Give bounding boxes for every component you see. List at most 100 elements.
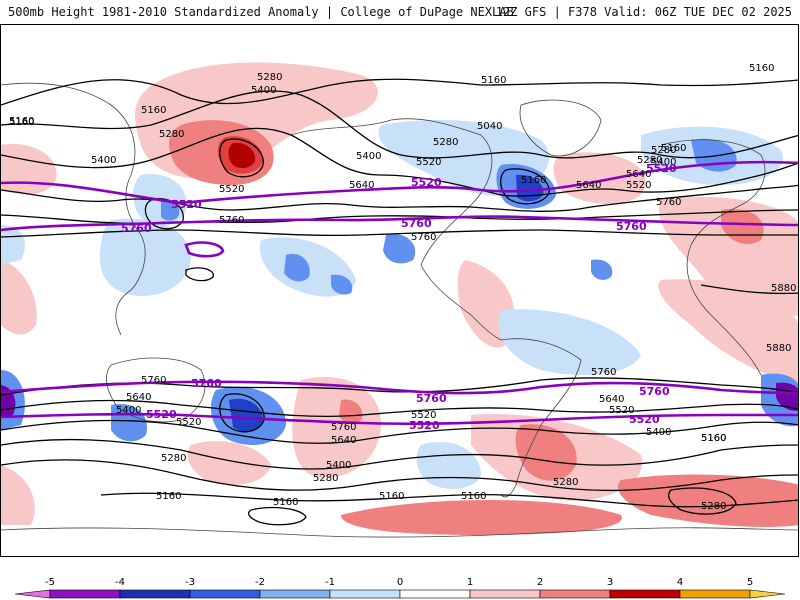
colorbar-segment xyxy=(329,589,401,599)
anomaly-negative-region xyxy=(416,441,481,489)
anomaly-negative-region xyxy=(1,225,25,265)
contour-label: 5280 xyxy=(159,129,184,140)
contour-label: 5280 xyxy=(637,155,662,166)
colorbar-tick-label: -1 xyxy=(325,577,335,588)
coastline-greenland xyxy=(519,99,602,157)
colorbar-tick-label: -5 xyxy=(45,577,55,588)
contour-label: 5640 xyxy=(349,180,374,191)
contour-label: 5160 xyxy=(141,105,166,116)
contour-label-highlight: 5520 xyxy=(411,176,442,189)
contour-5400-south xyxy=(1,438,798,470)
anomaly-negative-region xyxy=(284,253,310,282)
contour-label: 5280 xyxy=(553,477,578,488)
contour-label-highlight: 5520 xyxy=(146,408,177,421)
anomaly-positive-region xyxy=(515,424,577,481)
contour-label: 5520 xyxy=(176,417,201,428)
contour-label: 5640 xyxy=(626,169,651,180)
colorbar-segment xyxy=(259,589,331,599)
anomaly-negative-region xyxy=(161,199,180,221)
contour-label: 5400 xyxy=(91,155,116,166)
contour-label-highlight: 5760 xyxy=(416,392,447,405)
contour-label-highlight: 5760 xyxy=(401,217,432,230)
contour-5280-north xyxy=(1,90,798,159)
contour-label-highlight: 5760 xyxy=(616,220,647,233)
map-title: 500mb Height 1981-2010 Standardized Anom… xyxy=(8,5,514,19)
contour-label: 5640 xyxy=(576,180,601,191)
contour-label: 5160 xyxy=(701,433,726,444)
contour-5520-south xyxy=(1,419,798,444)
model-run-info: 12Z GFS | F378 Valid: 06Z TUE DEC 02 202… xyxy=(495,5,792,19)
contour-label: 5760 xyxy=(219,215,244,226)
contour-label-highlight: 5760 xyxy=(191,377,222,390)
contour-label: 5400 xyxy=(326,460,351,471)
coastline-antarctica xyxy=(1,527,798,538)
contour-label: 5280 xyxy=(257,72,282,83)
contour-label: 5400 xyxy=(651,157,676,168)
anomaly-positive-region xyxy=(341,500,622,535)
colorbar-tick-label: 4 xyxy=(677,577,683,588)
contour-closed-low xyxy=(219,393,265,433)
contour-5760-north xyxy=(1,229,798,238)
contour-5160-north xyxy=(1,78,798,106)
contour-label-highlight: 5520 xyxy=(629,413,660,426)
contour-label: 5160 xyxy=(461,491,486,502)
contour-label-highlight: 5520 xyxy=(409,419,440,432)
contour-label: 5160 xyxy=(521,175,546,186)
contour-label: 5640 xyxy=(126,392,151,403)
colorbar-ticks: -5 -4 -3 -2 -1 0 1 2 3 4 5 xyxy=(45,577,753,588)
anomaly-positive-region xyxy=(187,441,271,485)
contour-label: 5160 xyxy=(481,75,506,86)
highlight-contours xyxy=(1,160,798,426)
colorbar-segment xyxy=(399,589,471,599)
contour-label: 5640 xyxy=(599,394,624,405)
contour-5400-north xyxy=(1,127,798,197)
map-panel: 5160 5160 5160 5280 5400 5160 5160 5280 … xyxy=(0,24,799,557)
anomaly-positive-region xyxy=(339,399,363,424)
contour-label: 5160 xyxy=(9,117,34,128)
colorbar-segment xyxy=(539,589,611,599)
contour-label: 5400 xyxy=(116,405,141,416)
colorbar-tick-label: 5 xyxy=(747,577,753,588)
contour-label-group-purple: 5520 5520 5760 5760 5760 5520 5760 5760 … xyxy=(121,162,677,432)
anomaly-negative-region xyxy=(331,274,353,295)
contour-label: 5280 xyxy=(433,137,458,148)
anomaly-colorbar: -5 -4 -3 -2 -1 0 1 2 3 4 5 xyxy=(14,577,786,599)
coastline-south-america xyxy=(500,338,582,498)
contour-label: 5520 xyxy=(411,410,436,421)
contour-label: 5280 xyxy=(651,145,676,156)
colorbar-segments xyxy=(14,589,786,599)
contour-5520-south-highlight xyxy=(1,412,798,426)
contour-5160-south xyxy=(100,492,798,508)
contour-label: 5880 xyxy=(766,343,791,354)
contour-label: 5760 xyxy=(591,367,616,378)
anomaly-positive-region xyxy=(1,260,37,335)
coastline-australia xyxy=(106,357,206,423)
contour-label: 5160 xyxy=(749,63,774,74)
contour-label-group-black: 5160 5160 5160 5280 5400 5160 5160 5280 … xyxy=(9,63,796,512)
contour-label: 5400 xyxy=(356,151,381,162)
colorbar-segment xyxy=(119,589,191,599)
contour-closed-low xyxy=(668,487,737,515)
contour-5760-south-highlight xyxy=(1,380,798,395)
anomaly-positive-region xyxy=(292,377,381,478)
contour-label: 5160 xyxy=(701,433,726,444)
coastline-europe-africa xyxy=(660,139,766,376)
contour-label: 5760 xyxy=(331,422,356,433)
anomaly-map: 5160 5160 5160 5280 5400 5160 5160 5280 … xyxy=(1,62,798,538)
contour-label: 5880 xyxy=(771,283,796,294)
contour-5520-north-highlight xyxy=(1,160,798,205)
contour-label: 5160 xyxy=(661,143,686,154)
colorbar-tick-label: -2 xyxy=(255,577,265,588)
colorbar-tick-label: 0 xyxy=(397,577,403,588)
colorbar-tick-label: 3 xyxy=(607,577,613,588)
coastline-asia xyxy=(1,82,146,336)
contour-label: 5280 xyxy=(701,501,726,512)
anomaly-positive-region xyxy=(228,142,256,169)
colorbar-segment xyxy=(189,589,261,599)
anomaly-shading xyxy=(1,62,798,535)
contour-label-highlight: 5760 xyxy=(639,385,670,398)
contour-label: 5400 xyxy=(646,427,671,438)
contour-label: 5640 xyxy=(331,435,356,446)
anomaly-negative-region xyxy=(229,398,263,432)
colorbar-segment xyxy=(14,589,51,599)
